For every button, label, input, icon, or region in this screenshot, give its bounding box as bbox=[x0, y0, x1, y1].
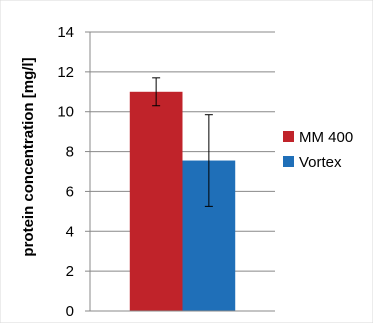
y-tick-label: 14 bbox=[57, 24, 74, 41]
y-tick-label: 8 bbox=[66, 144, 74, 161]
legend-swatch-vortex bbox=[283, 156, 294, 167]
legend-label: MM 400 bbox=[299, 129, 353, 146]
bar-mm-400 bbox=[129, 91, 183, 312]
legend: MM 400 Vortex bbox=[283, 129, 353, 171]
legend-swatch-mm-400 bbox=[283, 131, 294, 142]
y-tick-label: 4 bbox=[66, 223, 74, 240]
legend-label: Vortex bbox=[299, 154, 342, 171]
y-axis-title: protein concentration [mg/l] bbox=[20, 57, 37, 256]
y-tick-label: 12 bbox=[57, 64, 74, 81]
y-tick-label: 0 bbox=[66, 303, 74, 320]
bars bbox=[129, 77, 236, 312]
axes: 0 2 4 6 8 10 12 14 bbox=[57, 24, 275, 320]
y-tick-label: 6 bbox=[66, 183, 74, 200]
y-tick-label: 10 bbox=[57, 104, 74, 121]
y-tick-label: 2 bbox=[66, 263, 74, 280]
